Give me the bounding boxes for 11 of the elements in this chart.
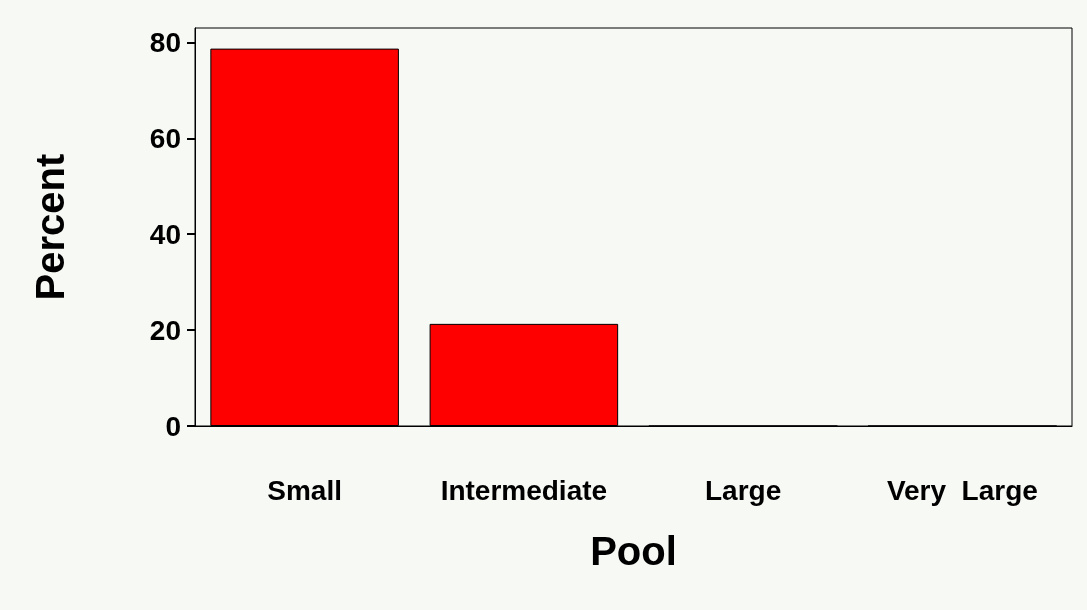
y-tick-label: 80 [149, 26, 181, 58]
x-axis-title: Pool [590, 529, 677, 573]
y-tick-label: 60 [149, 122, 181, 154]
x-tick-label: Large [705, 474, 782, 506]
x-tick-label: Intermediate [440, 474, 608, 506]
y-tick-label: 0 [165, 410, 181, 442]
x-tick-label: Very Large [886, 474, 1038, 506]
y-axis-title: Percent [28, 153, 72, 301]
y-tick-label: 40 [149, 218, 181, 250]
x-tick-label: Small [267, 474, 342, 506]
y-tick-label: 20 [149, 314, 181, 346]
